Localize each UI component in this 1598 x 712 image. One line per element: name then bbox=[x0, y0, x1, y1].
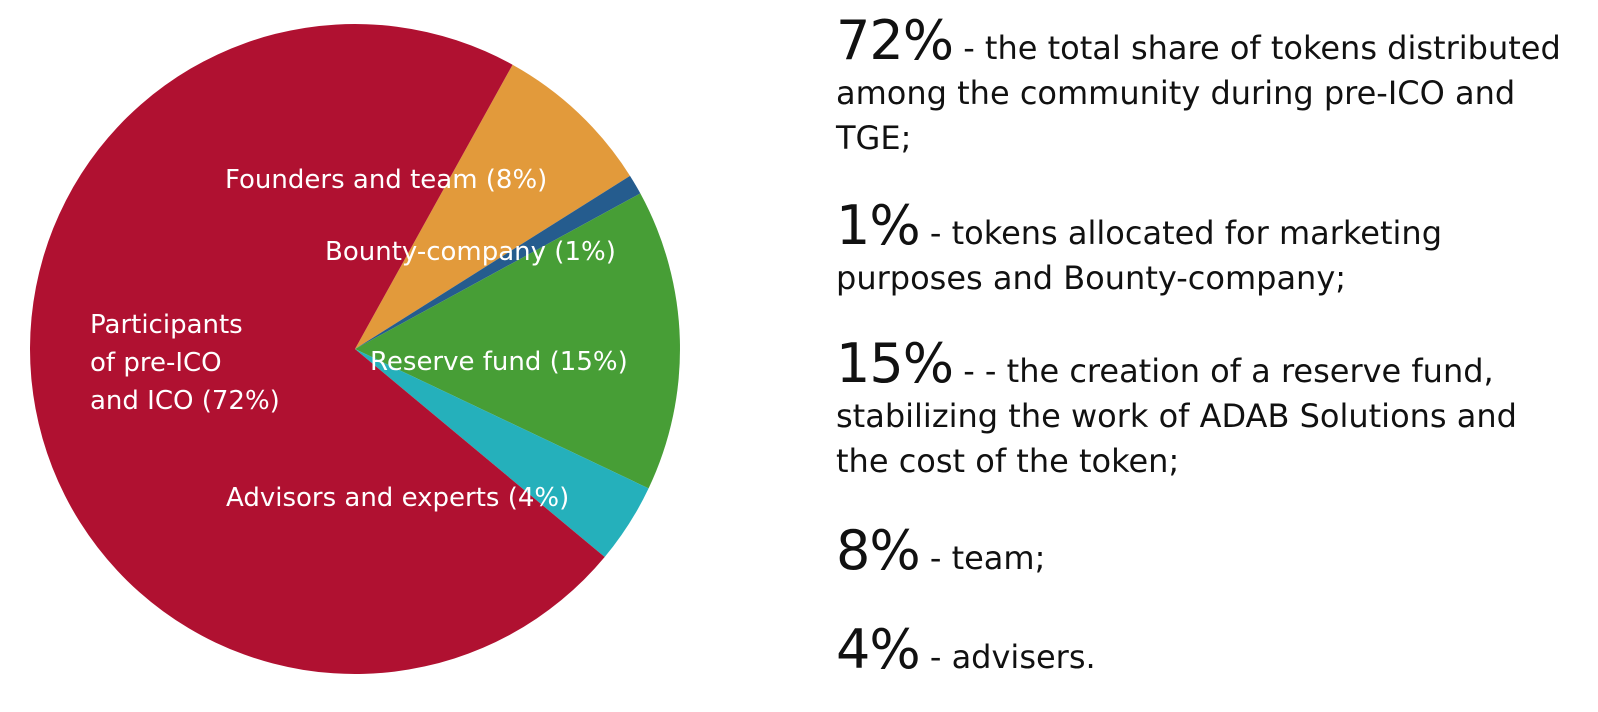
stat-value: 8% bbox=[836, 519, 921, 582]
pie-slice bbox=[29, 24, 605, 675]
stat-text: - team; bbox=[919, 539, 1046, 577]
pie-labels: Participants of pre-ICO and ICO (72%) Found… bbox=[90, 165, 628, 513]
stat-item: 72% - the total share of tokens distribu… bbox=[836, 14, 1576, 161]
stats-list: 72% - the total share of tokens distribu… bbox=[836, 14, 1576, 680]
stat-text: - the total share of tokens distributed … bbox=[836, 29, 1561, 157]
stat-item: 4% - advisers. bbox=[836, 623, 1576, 680]
pie-slice-label: Bounty-company (1%) bbox=[325, 237, 616, 267]
pie-slice-label: Reserve fund (15%) bbox=[370, 347, 628, 377]
stat-text: - advisers. bbox=[919, 638, 1096, 676]
stat-item: 1% - tokens allocated for marketing purp… bbox=[836, 199, 1576, 301]
pie-slice bbox=[355, 349, 649, 558]
pie-slice-label: Founders and team (8%) bbox=[225, 165, 547, 195]
stat-item: 15% - - the creation of a reserve fund, … bbox=[836, 337, 1576, 484]
stat-value: 72% bbox=[836, 9, 954, 72]
pie-slice-label: Advisors and experts (4%) bbox=[226, 483, 569, 513]
pie-slice-label: Participants of pre-ICO and ICO (72%) bbox=[90, 310, 280, 416]
pie-slice bbox=[355, 193, 680, 489]
pie-slice bbox=[355, 64, 631, 349]
stat-value: 4% bbox=[836, 618, 921, 681]
stat-text: - - the creation of a reserve fund, stab… bbox=[836, 352, 1517, 480]
stat-item: 8% - team; bbox=[836, 524, 1576, 581]
stat-text: - tokens allocated for marketing purpose… bbox=[836, 214, 1442, 297]
pie-slices bbox=[29, 24, 680, 675]
pie-slice bbox=[355, 175, 641, 349]
stat-value: 1% bbox=[836, 194, 921, 257]
pie-chart: Participants of pre-ICO and ICO (72%) Found… bbox=[29, 24, 680, 675]
stat-value: 15% bbox=[836, 332, 954, 395]
